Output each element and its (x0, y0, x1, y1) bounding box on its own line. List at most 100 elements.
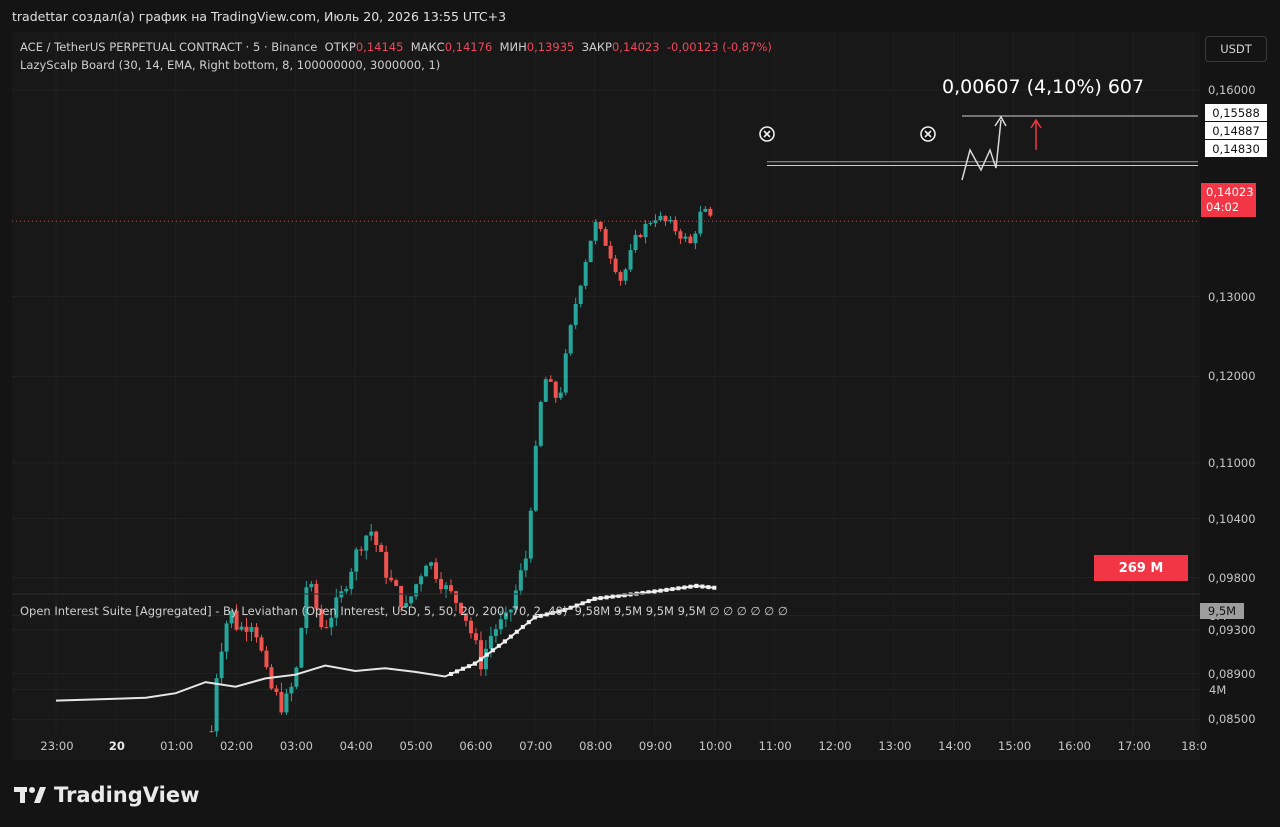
time-tick-label: 20 (108, 739, 125, 753)
oi-block (670, 587, 675, 592)
symbol-name[interactable]: ACE / TetherUS PERPETUAL CONTRACT · 5 · … (20, 40, 318, 54)
chart-area[interactable] (12, 32, 1200, 760)
time-tick-label: 10:00 (698, 739, 732, 753)
candle-body (409, 596, 414, 604)
candle-body (633, 234, 638, 251)
oi-block (508, 634, 513, 639)
price-tick-label: 0,12000 (1208, 369, 1256, 384)
oi-block (550, 610, 555, 615)
candle-body (234, 610, 239, 630)
candle-body (389, 577, 394, 581)
open-label: ОТКР (324, 40, 356, 54)
oi-block (682, 585, 687, 590)
candle-body (434, 562, 439, 580)
candle-body (708, 208, 713, 216)
candle-body (414, 584, 419, 597)
time-tick-label: 02:00 (219, 739, 254, 753)
candle-body (219, 651, 224, 679)
candle-body (613, 258, 618, 273)
oi-block (562, 607, 567, 612)
oi-block (556, 609, 561, 614)
oi-value-tag: 9,5M (1200, 603, 1244, 619)
measure-base-level: 0,14830 (1205, 140, 1267, 157)
candle-body (658, 216, 663, 221)
measure-label: 0,00607 (4,10%) 607 (942, 76, 1145, 98)
oi-block (700, 584, 705, 589)
oi-block (502, 639, 507, 644)
candle-body (618, 272, 623, 281)
oi-block (472, 661, 477, 666)
candle-body (603, 228, 608, 246)
close-value: 0,14023 (611, 40, 660, 54)
oi-block (580, 601, 585, 606)
candle-body (294, 667, 299, 687)
open-value: 0,14145 (355, 40, 404, 54)
indicator-legend[interactable]: LazyScalp Board (30, 14, EMA, Right bott… (20, 58, 441, 72)
oi-block (544, 612, 549, 617)
oi-indicator-values: 9,58M 9,5M 9,5M 9,5M ∅ ∅ ∅ ∅ ∅ ∅ (574, 604, 788, 618)
candle-body (498, 619, 503, 630)
tradingview-logo[interactable]: TradingView (14, 783, 199, 807)
candle-body (503, 612, 508, 620)
oi-block (694, 583, 699, 588)
candle-body (399, 585, 404, 607)
oi-block (640, 590, 645, 595)
candle-body (439, 579, 444, 590)
time-tick-label: 09:00 (638, 739, 673, 753)
candle-body (668, 219, 673, 222)
candle-body (384, 551, 389, 578)
currency-button[interactable]: USDT (1205, 36, 1267, 62)
candle-body (379, 544, 384, 552)
price-tick-label: 0,10400 (1208, 511, 1256, 526)
oi-block (532, 615, 537, 620)
candle-body (573, 304, 578, 326)
measure-top-level: 0,15588 (1205, 104, 1267, 121)
price-tick-label: 0,13000 (1208, 289, 1256, 304)
candle-body (588, 240, 593, 262)
change-value: -0,00123 (-0,87%) (666, 40, 772, 54)
candle-body (678, 231, 683, 239)
projection-arrow (994, 115, 1007, 127)
oi-block (592, 596, 597, 601)
candle-body (239, 626, 244, 630)
time-tick-label: 05:00 (399, 739, 433, 753)
oi-block (676, 586, 681, 591)
candle-body (688, 236, 693, 244)
oi-block (706, 585, 711, 590)
time-tick-label: 14:00 (938, 739, 972, 753)
candle-body (543, 379, 548, 402)
candle-body (463, 613, 468, 621)
candle-body (513, 590, 518, 610)
candle-body (663, 216, 668, 222)
candle-body (369, 531, 374, 536)
candle-body (444, 585, 449, 590)
time-tick-label: 11:00 (758, 739, 792, 753)
candle-body (359, 549, 364, 551)
candle-body (558, 392, 563, 398)
candle-body (354, 549, 359, 572)
candle-body (593, 221, 598, 241)
candle-body (264, 650, 269, 668)
oi-block (449, 671, 454, 676)
oi-block (484, 652, 489, 657)
time-tick-label: 06:00 (459, 739, 493, 753)
high-value: 0,14176 (444, 40, 493, 54)
candle-body (473, 633, 478, 641)
oi-block (574, 603, 579, 608)
oi-block (490, 648, 495, 653)
price-tick-label: 0,08500 (1208, 712, 1256, 727)
low-value: 0,13935 (526, 40, 575, 54)
candle-body (419, 576, 424, 585)
oi-block (586, 599, 591, 604)
oi-indicator-name: Open Interest Suite [Aggregated] - By Le… (20, 604, 568, 618)
oi-block (496, 643, 501, 648)
measure-mid-level: 0,14887 (1205, 122, 1267, 139)
tradingview-icon (14, 787, 46, 803)
oi-block (646, 590, 651, 595)
oi-legend[interactable]: Open Interest Suite [Aggregated] - By Le… (20, 604, 788, 618)
candle-body (533, 445, 538, 511)
candle-body (259, 637, 264, 651)
price-tick-label: 0,16000 (1208, 83, 1256, 97)
time-tick-label: 16:00 (1057, 739, 1092, 753)
